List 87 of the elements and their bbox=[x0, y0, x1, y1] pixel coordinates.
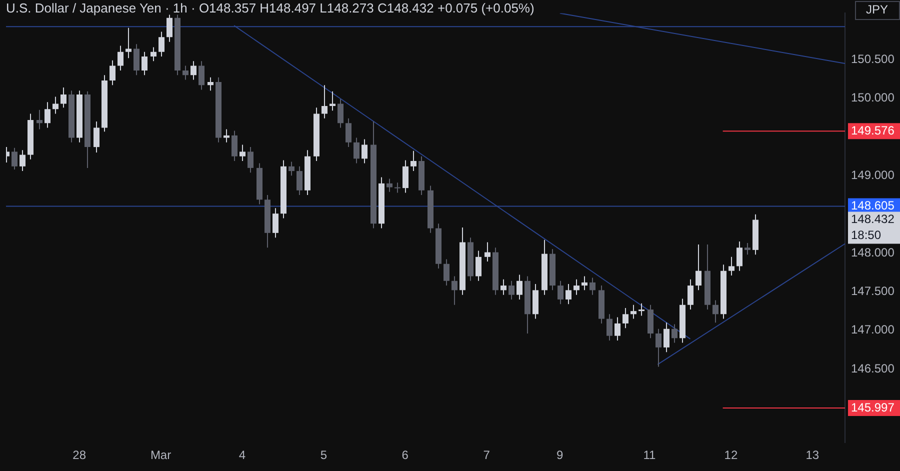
candlestick bbox=[516, 274, 522, 300]
candlestick bbox=[648, 304, 654, 339]
series-label: 145.997 bbox=[851, 400, 895, 414]
candlestick bbox=[444, 258, 450, 286]
x-tick-label: Mar bbox=[150, 448, 172, 462]
x-tick-label: 11 bbox=[643, 448, 656, 462]
candlestick bbox=[728, 256, 734, 276]
x-tick-label: 28 bbox=[72, 448, 86, 462]
candlestick bbox=[476, 250, 482, 282]
candlestick bbox=[322, 84, 328, 119]
candlestick bbox=[736, 240, 742, 272]
candlestick bbox=[744, 242, 750, 256]
candlestick bbox=[410, 150, 416, 172]
candlestick bbox=[288, 161, 294, 176]
candlestick bbox=[582, 276, 588, 291]
ref-line-label: 148.605 bbox=[851, 198, 895, 213]
candlestick bbox=[346, 118, 352, 148]
series-label: 149.576 bbox=[851, 123, 895, 138]
candlestick bbox=[232, 130, 238, 162]
candlestick bbox=[94, 121, 100, 153]
candlestick bbox=[638, 302, 644, 316]
x-tick-label: 7 bbox=[483, 448, 490, 462]
candlestick bbox=[590, 277, 596, 296]
candlestick bbox=[484, 242, 490, 262]
y-axis-title: JPY bbox=[866, 2, 888, 16]
text: 148.432 18:50 bbox=[851, 212, 895, 242]
candlestick bbox=[20, 150, 26, 172]
candlestick bbox=[134, 44, 140, 76]
candlestick bbox=[110, 60, 116, 86]
x-tick-label: 5 bbox=[320, 448, 328, 462]
y-tick-label: 148.000 bbox=[851, 245, 895, 260]
candlestick bbox=[60, 86, 66, 108]
candlestick bbox=[532, 283, 538, 320]
candlestick bbox=[500, 278, 506, 296]
candlestick bbox=[142, 51, 148, 76]
candlestick bbox=[224, 128, 230, 143]
candlestick bbox=[362, 138, 368, 164]
candlestick bbox=[126, 27, 132, 59]
candlestick bbox=[606, 314, 612, 341]
x-tick-label: 13 bbox=[806, 448, 820, 462]
y-tick-label: 150.500 bbox=[851, 52, 895, 66]
candlestick bbox=[52, 96, 58, 114]
y-tick-label: 147.000 bbox=[851, 322, 895, 337]
candlestick bbox=[402, 160, 408, 194]
candlestick bbox=[630, 304, 636, 320]
candlestick bbox=[208, 76, 214, 92]
candlestick bbox=[44, 102, 50, 128]
candlestick bbox=[330, 90, 336, 112]
chart-title: U.S. Dollar / Japanese Yen · 1h · O148.357 H148.497 L148.273 C148.432 +0.075 (+0.05%) bbox=[6, 0, 534, 16]
candlestick bbox=[614, 316, 620, 341]
candlestick bbox=[622, 307, 628, 329]
candlestick bbox=[150, 46, 156, 62]
candlestick bbox=[158, 31, 164, 58]
candlestick bbox=[566, 283, 572, 305]
x-tick-label: 4 bbox=[238, 448, 246, 462]
candlestick bbox=[508, 280, 514, 300]
candlestick bbox=[338, 98, 344, 128]
candlestick bbox=[656, 328, 662, 368]
candlestick bbox=[696, 244, 702, 291]
candlestick bbox=[386, 178, 392, 192]
candlestick bbox=[296, 166, 302, 196]
candlestick bbox=[354, 137, 360, 164]
candlestick bbox=[712, 300, 718, 324]
candlestick bbox=[198, 60, 204, 90]
candlestick bbox=[240, 144, 246, 162]
candlestick bbox=[558, 280, 564, 305]
candlestick bbox=[248, 146, 254, 174]
x-tick-label: 9 bbox=[556, 448, 564, 462]
y-tick-label: 146.500 bbox=[851, 361, 895, 376]
candlestick bbox=[574, 278, 580, 296]
candlestick bbox=[452, 276, 458, 306]
candlestick bbox=[12, 147, 18, 170]
candlestick bbox=[36, 109, 42, 130]
x-tick-label: 12 bbox=[724, 448, 738, 462]
y-tick-label: 150.000 bbox=[851, 90, 895, 105]
candlestick bbox=[664, 322, 670, 353]
candlestick bbox=[688, 278, 694, 310]
candlestick bbox=[182, 65, 188, 80]
x-tick-label: 6 bbox=[402, 448, 409, 462]
candlestick bbox=[118, 45, 124, 71]
candlestick bbox=[190, 60, 196, 80]
candlestick bbox=[394, 182, 400, 194]
y-tick-label: 147.500 bbox=[851, 284, 895, 298]
candlestick bbox=[166, 14, 172, 42]
candlestick bbox=[272, 208, 278, 238]
candlestick bbox=[672, 324, 678, 344]
y-tick-label: 149.000 bbox=[851, 168, 895, 182]
